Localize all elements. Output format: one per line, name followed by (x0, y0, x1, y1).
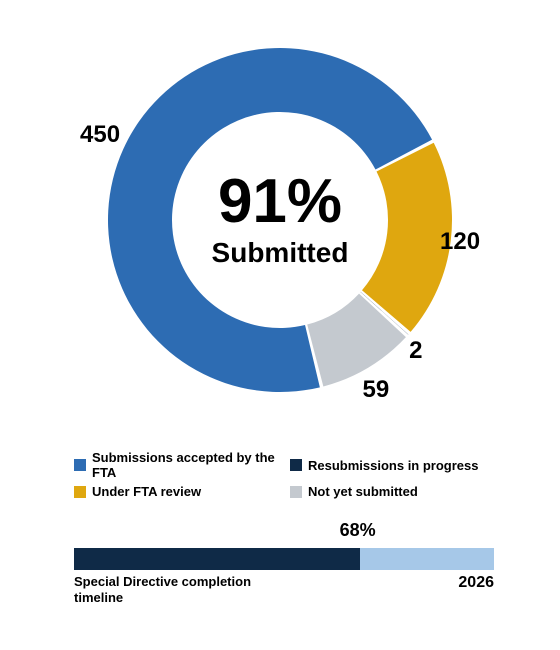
timeline-left-label: Special Directive completion timeline (74, 574, 254, 605)
legend-swatch-1 (74, 486, 86, 498)
legend-swatch-2 (290, 459, 302, 471)
timeline-bar (74, 548, 494, 570)
legend-label-3: Not yet submitted (308, 484, 418, 499)
slice-label-0: 450 (80, 123, 120, 147)
legend-swatch-3 (290, 486, 302, 498)
timeline-bar-fg (74, 548, 360, 570)
timeline-labels: Special Directive completion timeline 20… (74, 574, 494, 605)
slice-label-2: 2 (409, 339, 422, 363)
timeline-percent: 68% (340, 520, 376, 541)
timeline-right-label: 2026 (458, 574, 494, 605)
legend: Submissions accepted by the FTA Resubmiss… (74, 450, 494, 499)
legend-item-0: Submissions accepted by the FTA (74, 450, 278, 480)
legend-label-2: Resubmissions in progress (308, 458, 479, 473)
donut-slice-1 (362, 143, 452, 332)
slice-label-3: 59 (363, 378, 390, 402)
slice-label-1: 120 (440, 230, 480, 254)
legend-label-0: Submissions accepted by the FTA (92, 450, 278, 480)
legend-label-1: Under FTA review (92, 484, 201, 499)
legend-item-1: Under FTA review (74, 484, 278, 499)
legend-swatch-0 (74, 459, 86, 471)
legend-item-3: Not yet submitted (290, 484, 494, 499)
donut-chart: 91% Submitted 450120259 (80, 20, 480, 420)
page: 91% Submitted 450120259 Submissions acce… (0, 0, 560, 650)
legend-item-2: Resubmissions in progress (290, 450, 494, 480)
timeline: Special Directive completion timeline 20… (74, 548, 494, 605)
